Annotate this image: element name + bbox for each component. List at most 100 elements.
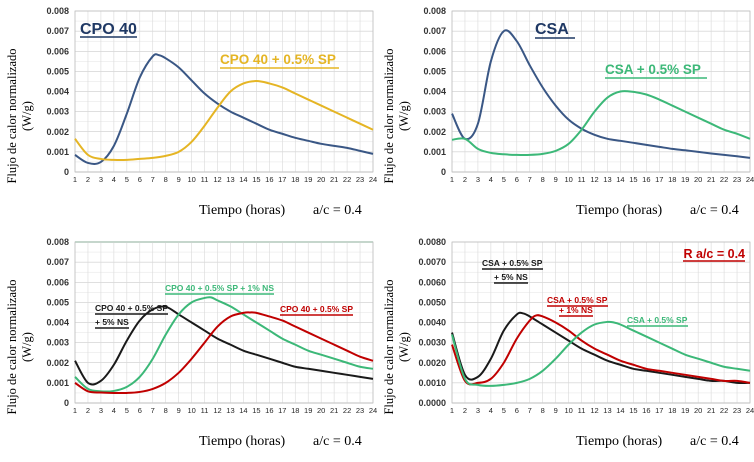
svg-text:20: 20 xyxy=(317,175,325,184)
svg-text:3: 3 xyxy=(99,406,103,415)
svg-text:0.002: 0.002 xyxy=(46,358,69,368)
svg-text:21: 21 xyxy=(330,175,338,184)
svg-text:R a/c = 0.4: R a/c = 0.4 xyxy=(684,247,746,261)
svg-text:CPO 40 + 0.5% SP + 1% NS: CPO 40 + 0.5% SP + 1% NS xyxy=(165,283,274,293)
svg-text:16: 16 xyxy=(642,406,650,415)
svg-text:6: 6 xyxy=(138,406,142,415)
svg-text:2: 2 xyxy=(86,175,90,184)
svg-text:CSA: CSA xyxy=(535,21,569,38)
svg-text:11: 11 xyxy=(578,406,586,415)
svg-text:0.0040: 0.0040 xyxy=(418,318,446,328)
svg-text:0.003: 0.003 xyxy=(46,107,69,117)
svg-text:14: 14 xyxy=(239,175,247,184)
svg-text:6: 6 xyxy=(515,175,519,184)
svg-text:18: 18 xyxy=(668,406,676,415)
svg-text:8: 8 xyxy=(164,175,168,184)
svg-text:0.008: 0.008 xyxy=(46,6,69,16)
svg-text:16: 16 xyxy=(265,175,273,184)
svg-text:2: 2 xyxy=(463,175,467,184)
svg-text:24: 24 xyxy=(746,406,754,415)
svg-text:22: 22 xyxy=(720,406,728,415)
svg-text:0.008: 0.008 xyxy=(46,237,69,247)
svg-text:0: 0 xyxy=(64,167,69,177)
svg-text:16: 16 xyxy=(642,175,650,184)
svg-text:19: 19 xyxy=(681,406,689,415)
svg-text:3: 3 xyxy=(99,175,103,184)
svg-text:0.003: 0.003 xyxy=(46,338,69,348)
svg-text:22: 22 xyxy=(343,406,351,415)
svg-text:9: 9 xyxy=(177,175,181,184)
svg-text:14: 14 xyxy=(616,175,624,184)
svg-text:5: 5 xyxy=(125,175,129,184)
svg-text:24: 24 xyxy=(369,175,377,184)
svg-text:24: 24 xyxy=(369,406,377,415)
svg-text:0.005: 0.005 xyxy=(46,297,69,307)
svg-text:7: 7 xyxy=(151,406,155,415)
svg-text:7: 7 xyxy=(151,175,155,184)
svg-text:11: 11 xyxy=(578,175,586,184)
svg-text:0: 0 xyxy=(64,398,69,408)
svg-text:3: 3 xyxy=(476,175,480,184)
svg-text:0.004: 0.004 xyxy=(46,87,69,97)
svg-text:CPO 40 + 0.5% SP: CPO 40 + 0.5% SP xyxy=(95,303,168,313)
svg-text:0.0080: 0.0080 xyxy=(418,237,446,247)
svg-text:20: 20 xyxy=(694,175,702,184)
svg-text:19: 19 xyxy=(304,175,312,184)
svg-text:CSA + 0.5% SP: CSA + 0.5% SP xyxy=(605,62,701,77)
svg-text:CPO 40: CPO 40 xyxy=(80,21,137,38)
svg-text:+ 1% NS: + 1% NS xyxy=(559,305,593,315)
svg-text:3: 3 xyxy=(476,406,480,415)
svg-text:21: 21 xyxy=(330,406,338,415)
svg-text:0.008: 0.008 xyxy=(423,6,446,16)
svg-text:0.003: 0.003 xyxy=(423,107,446,117)
svg-text:0.001: 0.001 xyxy=(423,147,446,157)
svg-text:12: 12 xyxy=(590,406,598,415)
svg-text:9: 9 xyxy=(554,406,558,415)
svg-text:6: 6 xyxy=(138,175,142,184)
svg-text:CSA + 0.5% SP: CSA + 0.5% SP xyxy=(627,315,688,325)
svg-text:8: 8 xyxy=(164,406,168,415)
svg-text:0.0020: 0.0020 xyxy=(418,358,446,368)
svg-text:17: 17 xyxy=(655,406,663,415)
svg-text:4: 4 xyxy=(489,406,493,415)
svg-text:10: 10 xyxy=(564,175,572,184)
svg-text:5: 5 xyxy=(125,406,129,415)
svg-text:23: 23 xyxy=(356,175,364,184)
svg-text:12: 12 xyxy=(590,175,598,184)
svg-text:9: 9 xyxy=(177,406,181,415)
svg-text:0.001: 0.001 xyxy=(46,378,69,388)
svg-text:0.0050: 0.0050 xyxy=(418,297,446,307)
svg-text:10: 10 xyxy=(187,175,195,184)
svg-text:14: 14 xyxy=(616,406,624,415)
svg-text:1: 1 xyxy=(450,406,454,415)
svg-text:10: 10 xyxy=(564,406,572,415)
svg-text:0.001: 0.001 xyxy=(46,147,69,157)
svg-text:0.004: 0.004 xyxy=(423,87,446,97)
svg-text:4: 4 xyxy=(489,175,493,184)
svg-text:8: 8 xyxy=(541,175,545,184)
svg-text:0.007: 0.007 xyxy=(46,257,69,267)
svg-text:18: 18 xyxy=(291,406,299,415)
svg-text:18: 18 xyxy=(668,175,676,184)
svg-text:21: 21 xyxy=(707,175,715,184)
svg-text:18: 18 xyxy=(291,175,299,184)
svg-text:0.002: 0.002 xyxy=(46,127,69,137)
svg-text:13: 13 xyxy=(226,175,234,184)
svg-text:11: 11 xyxy=(201,175,209,184)
svg-text:23: 23 xyxy=(356,406,364,415)
svg-text:0.007: 0.007 xyxy=(423,26,446,36)
svg-text:23: 23 xyxy=(733,406,741,415)
svg-text:9: 9 xyxy=(554,175,558,184)
svg-text:0.005: 0.005 xyxy=(46,66,69,76)
svg-text:14: 14 xyxy=(239,406,247,415)
svg-text:0.0070: 0.0070 xyxy=(418,257,446,267)
svg-text:0.007: 0.007 xyxy=(46,26,69,36)
svg-text:12: 12 xyxy=(213,406,221,415)
svg-text:23: 23 xyxy=(733,175,741,184)
svg-text:17: 17 xyxy=(278,175,286,184)
svg-text:13: 13 xyxy=(603,175,611,184)
svg-text:5: 5 xyxy=(502,406,506,415)
svg-text:7: 7 xyxy=(528,406,532,415)
svg-text:11: 11 xyxy=(201,406,209,415)
svg-text:24: 24 xyxy=(746,175,754,184)
